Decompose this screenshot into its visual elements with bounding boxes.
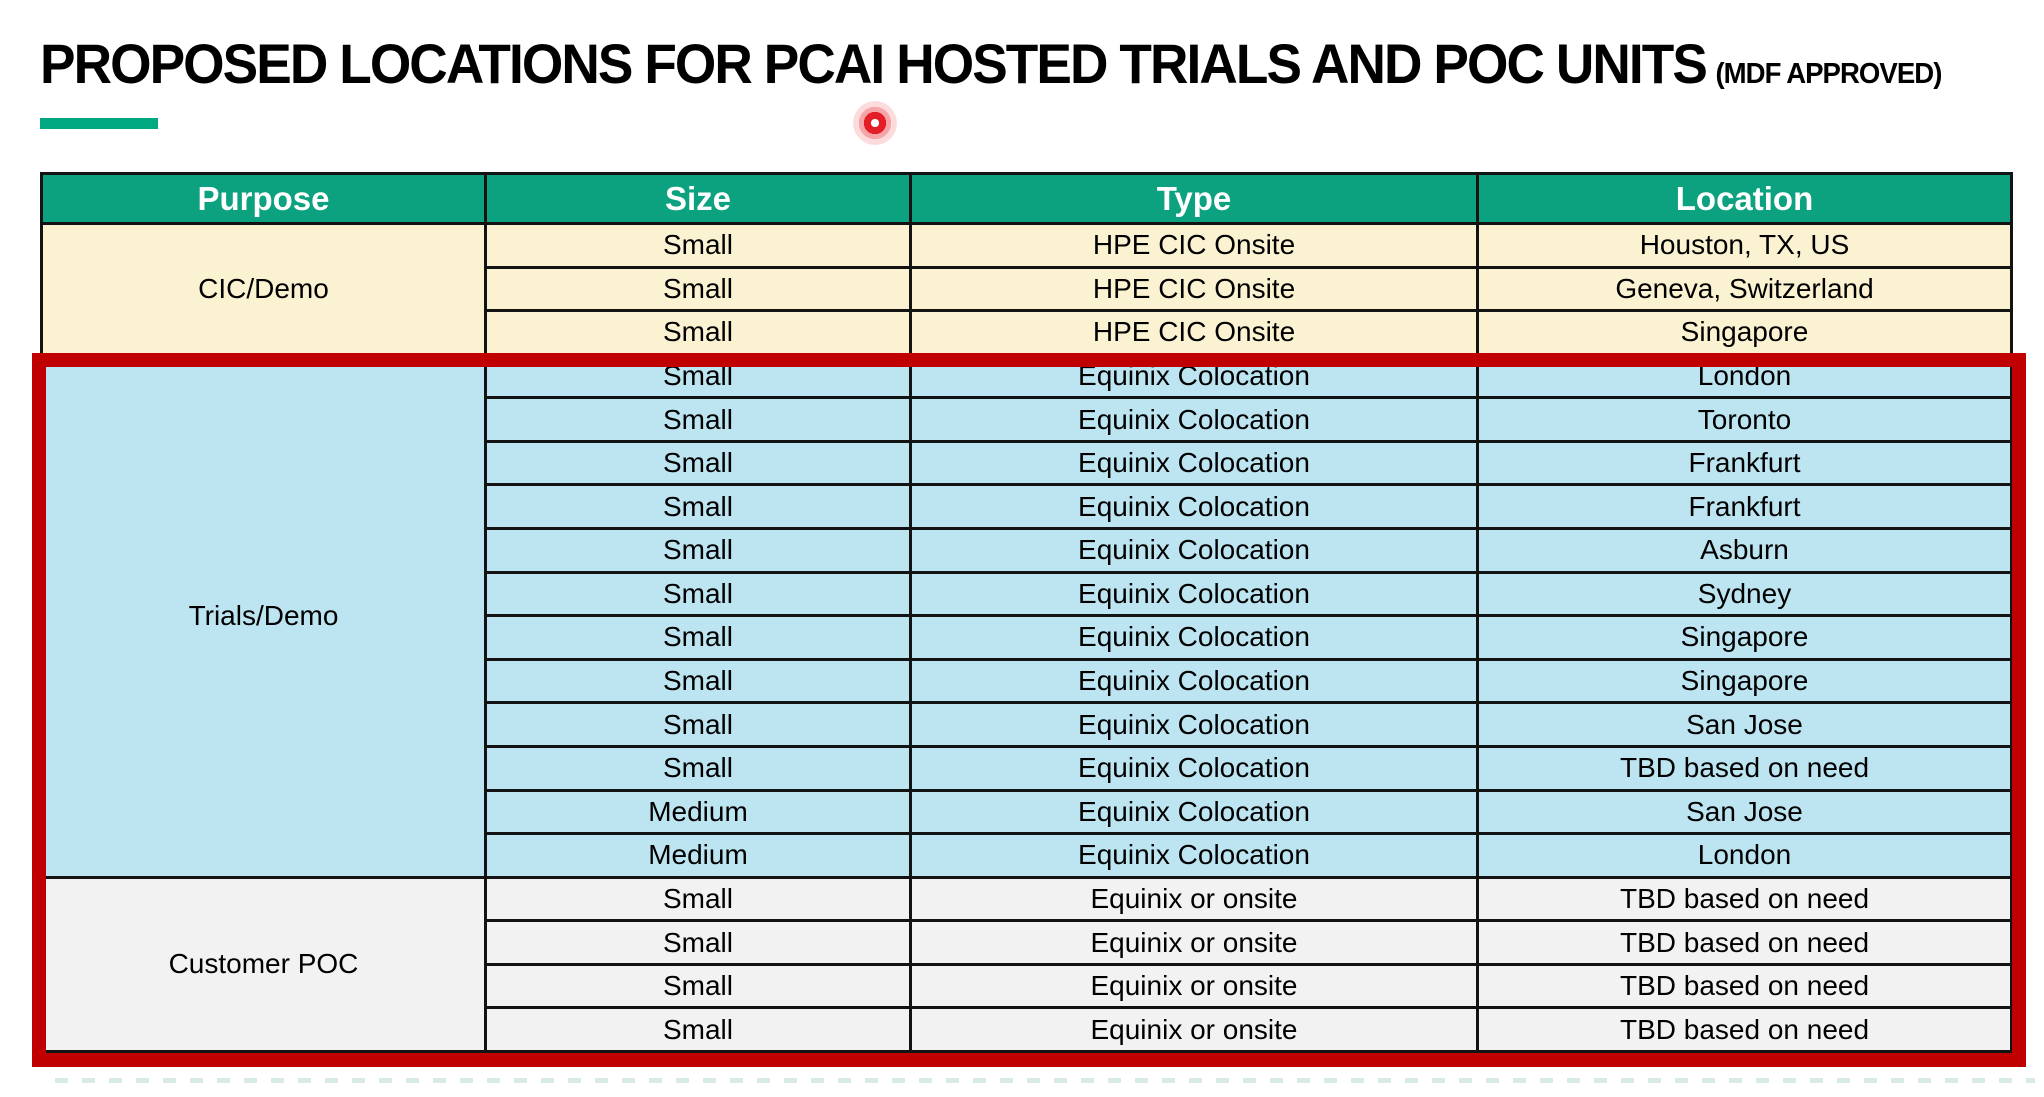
type-cell: Equinix Colocation <box>909 396 1479 443</box>
table-row: Medium Equinix Colocation San Jose <box>42 788 2013 836</box>
type-cell: Equinix Colocation <box>909 352 1479 400</box>
location-cell: Toronto <box>1476 396 2013 443</box>
location-cell: Frankfurt <box>1476 483 2013 531</box>
type-cell: Equinix or onsite <box>909 919 1479 966</box>
location-cell: Geneva, Switzerland <box>1476 265 2013 313</box>
type-cell: HPE CIC Onsite <box>909 222 1479 269</box>
type-cell: HPE CIC Onsite <box>909 265 1479 313</box>
size-cell: Small <box>484 527 912 574</box>
header-cell-purpose: Purpose <box>40 172 487 225</box>
header-cell-location: Location <box>1476 172 2013 225</box>
type-cell: Equinix Colocation <box>909 483 1479 531</box>
page-title-text: PROPOSED LOCATIONS FOR PCAI HOSTED TRIAL… <box>40 32 1708 95</box>
size-cell: Medium <box>484 832 912 879</box>
table-row: Small Equinix Colocation Frankfurt <box>42 439 2013 487</box>
table-row: Small Equinix Colocation Asburn <box>42 527 2013 574</box>
purpose-cell: Customer POC <box>40 875 487 1054</box>
size-cell: Small <box>484 614 912 661</box>
size-cell: Small <box>484 657 912 705</box>
type-cell: Equinix or onsite <box>909 1006 1479 1053</box>
type-cell: Equinix Colocation <box>909 527 1479 574</box>
table-row: Small Equinix Colocation Singapore <box>42 657 2013 705</box>
locations-table: Purpose Size Type Location CIC/Demo Small… <box>40 172 2013 1054</box>
location-cell: Frankfurt <box>1476 439 2013 487</box>
location-cell: Sydney <box>1476 570 2013 618</box>
location-cell: TBD based on need <box>1476 919 2013 966</box>
size-cell: Small <box>484 222 912 269</box>
size-cell: Small <box>484 919 912 966</box>
table-row: Small Equinix Colocation San Jose <box>42 701 2013 748</box>
size-cell: Small <box>484 439 912 487</box>
size-cell: Small <box>484 701 912 748</box>
type-cell: Equinix or onsite <box>909 875 1479 923</box>
type-cell: Equinix Colocation <box>909 744 1479 792</box>
title-underline <box>40 118 158 129</box>
location-cell: Asburn <box>1476 527 2013 574</box>
table-row: Small Equinix or onsite TBD based on need <box>42 1006 2013 1053</box>
size-cell: Small <box>484 1006 912 1053</box>
purpose-cell: CIC/Demo <box>40 222 487 356</box>
size-cell: Small <box>484 352 912 400</box>
table-row: CIC/Demo Small HPE CIC Onsite Houston, TX, … <box>40 222 2013 356</box>
size-cell: Small <box>484 396 912 443</box>
header-cell-type: Type <box>909 172 1479 225</box>
type-cell: Equinix Colocation <box>909 701 1479 748</box>
page-title-suffix: (MDF APPROVED) <box>1715 58 1942 90</box>
table-row: Small HPE CIC Onsite Geneva, Switzerland <box>42 265 2013 313</box>
location-cell: San Jose <box>1476 701 2013 748</box>
size-cell: Medium <box>484 788 912 836</box>
type-cell: Equinix Colocation <box>909 439 1479 487</box>
table-row: Small Equinix or onsite TBD based on need <box>42 919 2013 966</box>
size-cell: Small <box>484 875 912 923</box>
table-body: CIC/Demo Small HPE CIC Onsite Houston, TX, … <box>40 222 2013 1054</box>
size-cell: Small <box>484 962 912 1010</box>
size-cell: Small <box>484 744 912 792</box>
type-cell: Equinix Colocation <box>909 788 1479 836</box>
location-cell: London <box>1476 352 2013 400</box>
size-cell: Small <box>484 570 912 618</box>
table-header: Purpose Size Type Location <box>40 172 2013 225</box>
location-cell: San Jose <box>1476 788 2013 836</box>
size-cell: Small <box>484 483 912 531</box>
size-cell: Small <box>484 309 912 356</box>
table-row: Trials/Demo Small Equinix Colocation London <box>40 352 2013 879</box>
purpose-cell: Trials/Demo <box>40 352 487 879</box>
table-row: Small HPE CIC Onsite Singapore <box>42 309 2013 356</box>
type-cell: Equinix Colocation <box>909 657 1479 705</box>
laser-pointer-dot <box>853 101 897 145</box>
page-title: PROPOSED LOCATIONS FOR PCAI HOSTED TRIAL… <box>40 30 1942 97</box>
table-row: Small Equinix or onsite TBD based on need <box>42 962 2013 1010</box>
location-cell: TBD based on need <box>1476 744 2013 792</box>
type-cell: Equinix Colocation <box>909 570 1479 618</box>
location-cell: Houston, TX, US <box>1476 222 2013 269</box>
table-row: Small Equinix Colocation TBD based on need <box>42 744 2013 792</box>
location-cell: TBD based on need <box>1476 1006 2013 1053</box>
location-cell: TBD based on need <box>1476 875 2013 923</box>
type-cell: HPE CIC Onsite <box>909 309 1479 356</box>
bottom-dotted-guide <box>55 1078 2035 1083</box>
table-row: Customer POC Small Equinix or onsite TBD ba… <box>40 875 2013 1054</box>
location-cell: Singapore <box>1476 657 2013 705</box>
type-cell: Equinix Colocation <box>909 832 1479 879</box>
location-cell: Singapore <box>1476 614 2013 661</box>
location-cell: Singapore <box>1476 309 2013 356</box>
size-cell: Small <box>484 265 912 313</box>
table-row: Small Equinix Colocation Singapore <box>42 614 2013 661</box>
table-row: Medium Equinix Colocation London <box>42 832 2013 879</box>
table-row: Small Equinix Colocation Frankfurt <box>42 483 2013 531</box>
header-row: Purpose Size Type Location <box>40 172 2013 225</box>
type-cell: Equinix Colocation <box>909 614 1479 661</box>
location-cell: London <box>1476 832 2013 879</box>
table-row: Small Equinix Colocation Sydney <box>42 570 2013 618</box>
type-cell: Equinix or onsite <box>909 962 1479 1010</box>
table-row: Small Equinix Colocation Toronto <box>42 396 2013 443</box>
header-cell-size: Size <box>484 172 912 225</box>
location-cell: TBD based on need <box>1476 962 2013 1010</box>
